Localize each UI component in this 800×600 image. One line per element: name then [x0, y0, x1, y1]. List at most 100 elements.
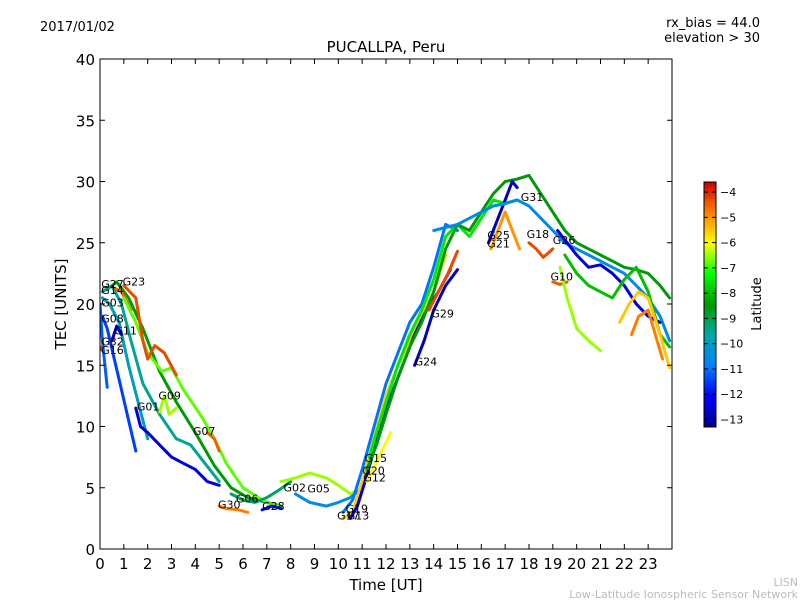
series-line-g07: [205, 431, 221, 453]
series-line-g28: [260, 504, 283, 512]
x-tick-label: 5: [214, 555, 224, 573]
x-tick-label: 6: [238, 555, 248, 573]
colorbar-tick-label: −13: [720, 413, 743, 426]
x-tick-label: 20: [567, 555, 586, 573]
satellite-label: G05: [307, 483, 330, 496]
y-axis: 0 5 10 15 20 25 30 35 40: [76, 51, 672, 559]
y-tick-label: 35: [76, 112, 95, 130]
satellite-label: G13: [347, 510, 370, 523]
x-tick-label: 21: [591, 555, 610, 573]
series-line-g31: [432, 198, 672, 343]
satellite-label: G03: [101, 296, 124, 309]
chart-title: PUCALLPA, Peru: [327, 38, 446, 56]
colorbar-tick-label: −9: [720, 312, 736, 325]
satellite-label: G24: [415, 355, 438, 368]
x-axis-label: Time [UT]: [348, 576, 422, 594]
colorbar: [703, 181, 717, 428]
x-tick-label: 10: [329, 555, 348, 573]
satellite-label: G14: [101, 284, 124, 297]
series-layer: [100, 173, 672, 520]
series-line-g09: [158, 394, 178, 416]
satellite-label: G29: [431, 308, 454, 321]
satellite-label: G30: [218, 499, 241, 512]
footer-org-short: LISN: [773, 576, 798, 589]
satellite-labels: G27G14G23G03G08G11G32G16G01G09G07G30G06G…: [101, 191, 575, 522]
y-tick-label: 40: [76, 51, 95, 69]
x-tick-label: 1: [119, 555, 129, 573]
satellite-label: G17: [337, 510, 360, 523]
x-tick-label: 22: [615, 555, 634, 573]
y-axis-label: TEC [UNITS]: [52, 259, 70, 351]
series-line-g20: [365, 173, 672, 471]
y-tick-label: 15: [76, 357, 95, 375]
satellite-label: G12: [363, 472, 386, 485]
series-line-g18: [527, 241, 555, 259]
x-tick-label: 17: [496, 555, 515, 573]
satellite-label: G01: [137, 401, 160, 414]
x-tick-label: 19: [543, 555, 562, 573]
series-line-g23: [105, 280, 283, 508]
series-line-g29: [427, 249, 459, 312]
satellite-label: G09: [158, 390, 181, 403]
series-line-g27: [100, 284, 221, 484]
series-line-g21: [489, 210, 521, 251]
colorbar-label: Latitude: [750, 277, 765, 331]
x-tick-label: 7: [262, 555, 272, 573]
colorbar-tick-label: −7: [720, 262, 736, 275]
y-tick-label: 20: [76, 296, 95, 314]
satellite-label: G25: [487, 229, 510, 242]
x-tick-label: 14: [424, 555, 443, 573]
satellite-label: G02: [284, 481, 307, 494]
satellite-label: G20: [362, 464, 385, 477]
rx-bias-label: rx_bias = 44.0: [666, 16, 760, 31]
satellite-label: G18: [527, 228, 550, 241]
x-tick-label: 9: [310, 555, 320, 573]
colorbar-tick-label: −4: [720, 186, 736, 199]
series-line-g15: [367, 198, 519, 459]
satellite-label: G23: [123, 276, 146, 289]
x-tick-label: 12: [376, 555, 395, 573]
series-line-g11: [110, 324, 123, 343]
series-line-extra-desc1: [558, 265, 602, 353]
satellite-label: G19: [346, 502, 369, 515]
satellite-label: G21: [487, 238, 510, 251]
x-tick-label: 2: [143, 555, 153, 573]
satellite-label: G08: [101, 312, 124, 325]
x-tick-label: 16: [472, 555, 491, 573]
series-line-g06: [229, 480, 293, 504]
satellite-label: G31: [521, 191, 544, 204]
colorbar-ticks: −4 −5 −6 −7 −8 −9 −10 −11 −12 −13: [704, 186, 743, 426]
series-line-g01: [134, 406, 221, 487]
series-line-g05: [293, 486, 364, 508]
series-line-g32: [100, 302, 109, 389]
plot-frame: [99, 58, 673, 550]
series-line-g24: [413, 268, 459, 367]
x-tick-label: 15: [448, 555, 467, 573]
satellite-label: G07: [193, 425, 216, 438]
series-line-extra-red: [122, 284, 178, 377]
x-tick-label: 4: [191, 555, 201, 573]
satellite-label: G15: [365, 452, 388, 465]
x-axis: 0 1 2 3 4 5 6 7 8 9 10 11 12 13 14 15 16 17 18 19 20 21 22 23: [95, 59, 658, 573]
x-tick-label: 13: [400, 555, 419, 573]
colorbar-tick-label: −10: [720, 338, 743, 351]
y-tick-label: 0: [85, 541, 95, 559]
x-tick-label: 23: [639, 555, 658, 573]
y-tick-label: 10: [76, 419, 95, 437]
x-tick-label: 3: [167, 555, 177, 573]
satellite-label: G26: [553, 234, 576, 247]
footer-org-long: Low-Latitude Ionospheric Sensor Network: [569, 588, 798, 600]
series-line-g12: [365, 431, 393, 484]
series-line-g26: [556, 229, 662, 324]
colorbar-tick-label: −5: [720, 211, 736, 224]
series-line-g03: [100, 296, 150, 441]
colorbar-tick-label: −12: [720, 388, 743, 401]
x-tick-label: 11: [353, 555, 372, 573]
series-line-extra-desc3: [618, 290, 672, 370]
colorbar-tick-label: −6: [720, 237, 736, 250]
series-line-extra-desc4: [630, 308, 664, 361]
satellite-label: G06: [236, 492, 259, 505]
date-label: 2017/01/02: [40, 20, 115, 35]
series-line-g30: [217, 504, 250, 514]
